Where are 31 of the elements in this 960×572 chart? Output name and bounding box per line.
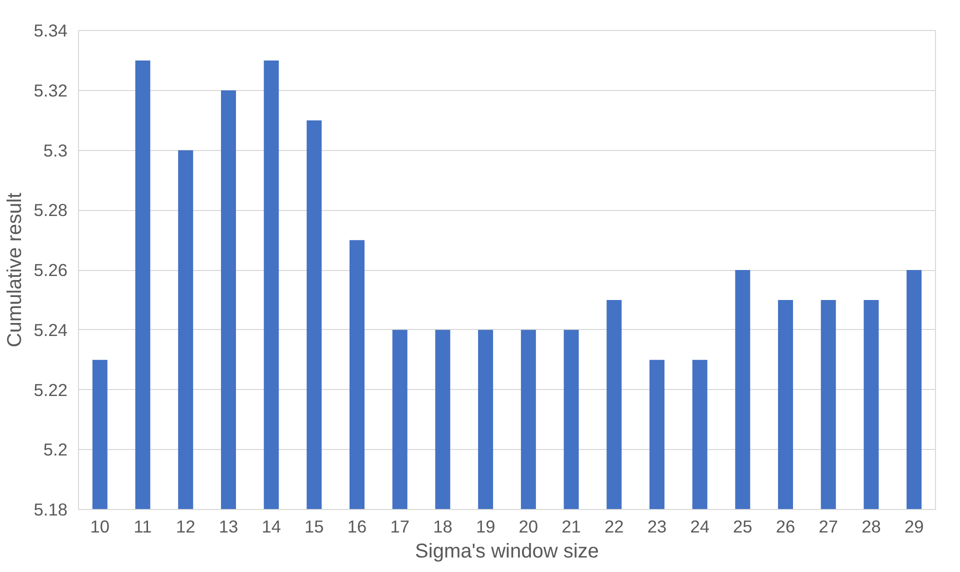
y-tick-label: 5.32: [34, 80, 68, 100]
x-tick-label: 29: [904, 516, 924, 536]
x-tick-label: 15: [304, 516, 324, 536]
y-tick-label: 5.24: [34, 320, 68, 340]
x-tick-label: 26: [776, 516, 796, 536]
x-tick-label: 27: [818, 516, 838, 536]
y-tick-label: 5.34: [34, 20, 68, 40]
x-tick-label: 18: [433, 516, 452, 536]
x-tick-label: 21: [562, 516, 581, 536]
x-tick-label: 17: [390, 516, 410, 536]
x-tick-label: 19: [476, 516, 496, 536]
y-axis-title: Cumulative result: [4, 192, 26, 348]
x-tick-label: 22: [604, 516, 624, 536]
x-tick-label: 11: [134, 516, 152, 536]
x-tick-label: 28: [862, 516, 881, 536]
x-tick-label: 20: [518, 516, 538, 536]
x-tick-label: 12: [176, 516, 196, 536]
x-tick-label: 16: [347, 516, 367, 536]
y-tick-label: 5.26: [34, 260, 68, 280]
y-tick-label: 5.22: [34, 380, 68, 400]
x-tick-label: 13: [218, 516, 238, 536]
x-axis-title: Sigma's window size: [415, 540, 599, 562]
x-tick-label: 10: [90, 516, 110, 536]
x-tick-label: 25: [733, 516, 752, 536]
x-tick-label: 24: [690, 516, 710, 536]
y-tick-label: 5.2: [43, 440, 68, 460]
y-tick-label: 5.28: [34, 200, 68, 220]
y-tick-label: 5.18: [34, 500, 68, 520]
x-tick-label: 23: [647, 516, 667, 536]
x-tick-label: 14: [262, 516, 282, 536]
y-tick-label: 5.3: [43, 140, 68, 160]
